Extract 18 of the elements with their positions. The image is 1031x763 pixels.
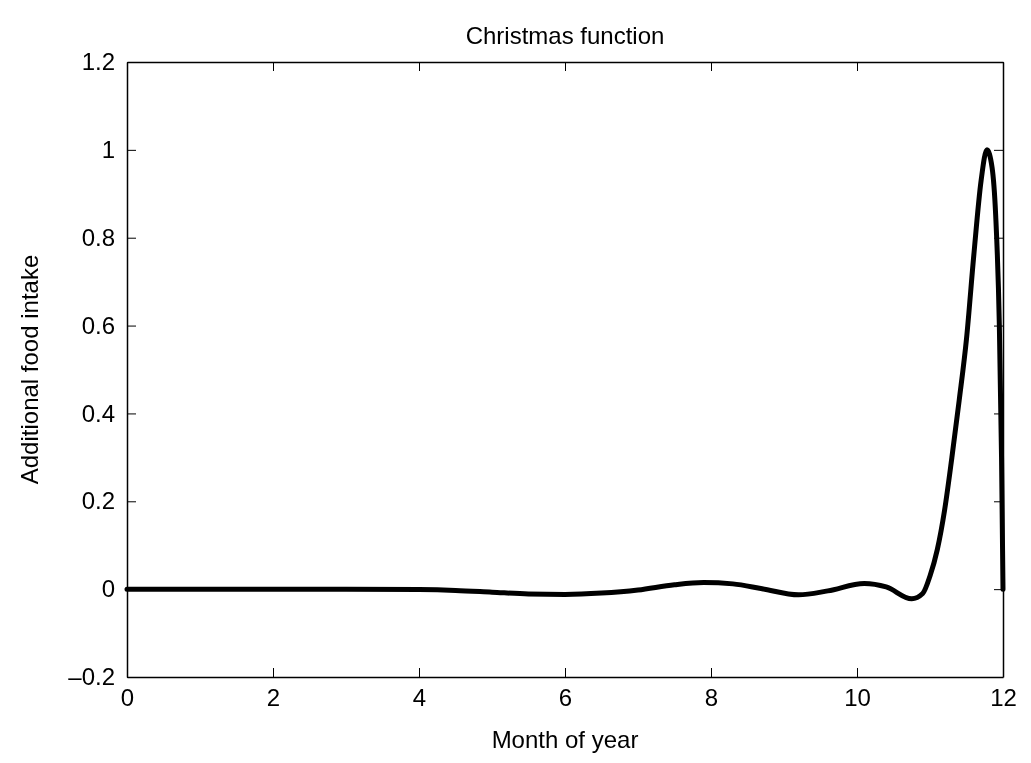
x-tick-label: 10 [844, 684, 871, 712]
y-tick-label: 0 [101, 575, 115, 603]
y-tick-label: –0.2 [68, 663, 115, 691]
x-tick-label: 2 [266, 684, 281, 712]
y-tick-label: 0.6 [81, 311, 115, 339]
x-axis-title: Month of year [491, 726, 639, 753]
chart-title: Christmas function [465, 22, 665, 49]
y-tick-label: 0.2 [81, 487, 115, 515]
x-tick-label: 6 [558, 684, 573, 712]
y-tick-label: 0.8 [81, 223, 115, 251]
x-tick-label: 4 [412, 684, 427, 712]
x-tick-label: 0 [120, 684, 135, 712]
y-tick-label: 1.2 [81, 48, 115, 76]
y-tick-label: 1 [101, 136, 115, 164]
y-tick-label: 0.4 [81, 399, 115, 427]
x-tick-label: 8 [704, 684, 719, 712]
x-tick-label: 12 [990, 684, 1017, 712]
y-axis-title: Additional food intake [16, 254, 43, 485]
